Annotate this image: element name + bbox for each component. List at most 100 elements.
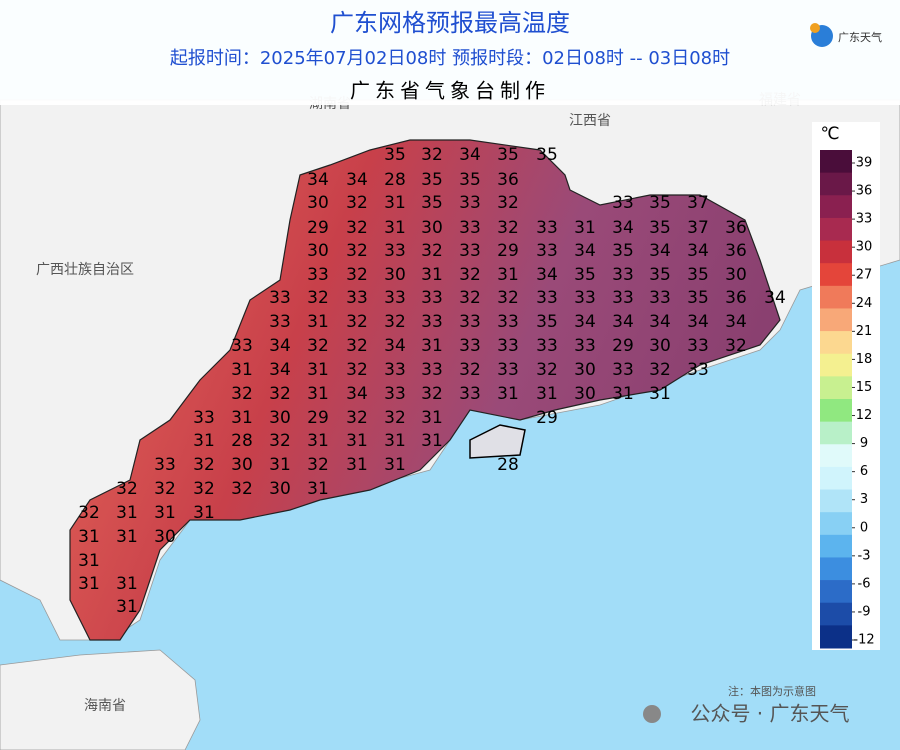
legend-tick-label: 18 <box>856 352 873 367</box>
temperature-label: 35 <box>649 265 671 285</box>
legend-swatch <box>820 150 852 174</box>
temperature-label: 33 <box>421 312 443 332</box>
temperature-label: 33 <box>574 288 596 308</box>
legend-tick-label: 21 <box>856 324 873 339</box>
legend-tick-label: 33 <box>856 212 873 227</box>
temperature-label: 32 <box>497 193 519 213</box>
temperature-label: 33 <box>459 336 481 356</box>
temperature-label: 37 <box>687 218 709 238</box>
temperature-label: 31 <box>497 265 519 285</box>
legend-tick-label: -3 <box>858 548 871 563</box>
temperature-label: 32 <box>193 455 215 475</box>
temperature-label: 32 <box>307 455 329 475</box>
bay <box>469 424 526 459</box>
title: 广东网格预报最高温度 <box>330 9 570 37</box>
legend-tick-label: -9 <box>858 604 871 619</box>
temperature-label: 32 <box>346 193 368 213</box>
temperature-label: 31 <box>231 360 253 380</box>
temperature-label: 32 <box>536 360 558 380</box>
temperature-label: 31 <box>649 384 671 404</box>
temperature-label: 34 <box>612 312 634 332</box>
temperature-label: 34 <box>269 360 291 380</box>
temperature-label: 36 <box>725 218 747 238</box>
temperature-label: 32 <box>421 241 443 261</box>
temperature-label: 30 <box>269 408 291 428</box>
temperature-label: 33 <box>687 336 709 356</box>
temperature-label: 35 <box>536 312 558 332</box>
temperature-label: 31 <box>346 455 368 475</box>
temperature-label: 35 <box>574 265 596 285</box>
temperature-label: 31 <box>78 527 100 547</box>
temperature-label: 31 <box>307 431 329 451</box>
temperature-label: 33 <box>536 336 558 356</box>
temperature-label: 35 <box>687 265 709 285</box>
temperature-label: 32 <box>78 503 100 523</box>
temperature-label: 32 <box>154 479 176 499</box>
temperature-label: 33 <box>649 288 671 308</box>
temperature-label: 31 <box>421 336 443 356</box>
temperature-label: 35 <box>421 193 443 213</box>
temperature-label: 33 <box>384 241 406 261</box>
temperature-label: 34 <box>687 241 709 261</box>
temperature-label: 31 <box>78 574 100 594</box>
temperature-label: 33 <box>269 312 291 332</box>
logo-sun <box>810 23 820 33</box>
temperature-label: 34 <box>687 312 709 332</box>
temperature-label: 34 <box>536 265 558 285</box>
temperature-label: 32 <box>725 336 747 356</box>
legend-tick-label: -6 <box>858 576 871 591</box>
temperature-label: 31 <box>231 408 253 428</box>
temperature-label: 32 <box>421 384 443 404</box>
watermark: 公众号 · 广东天气 <box>690 702 849 726</box>
temperature-label: 34 <box>574 312 596 332</box>
temperature-label: 31 <box>269 455 291 475</box>
temperature-label: 33 <box>384 384 406 404</box>
legend-swatch <box>820 263 852 287</box>
temperature-label: 33 <box>421 360 443 380</box>
temperature-label: 33 <box>536 218 558 238</box>
legend-swatch <box>820 602 852 626</box>
temperature-label: 29 <box>536 408 558 428</box>
temperature-label: 33 <box>459 241 481 261</box>
legend-swatch <box>820 285 852 309</box>
temperature-label: 33 <box>269 288 291 308</box>
temperature-label: 32 <box>421 145 443 165</box>
temperature-label: 34 <box>346 384 368 404</box>
temperature-label: 32 <box>459 288 481 308</box>
temperature-label: 33 <box>497 336 519 356</box>
legend-swatch <box>820 625 852 649</box>
temperature-label: 32 <box>193 479 215 499</box>
temperature-label: 35 <box>687 288 709 308</box>
temperature-label: 33 <box>459 218 481 238</box>
temperature-label: 32 <box>307 288 329 308</box>
temperature-label: 29 <box>307 218 329 238</box>
legend-tick-label: 12 <box>856 408 873 423</box>
temperature-label: 31 <box>536 384 558 404</box>
temperature-label: 31 <box>384 218 406 238</box>
temperature-label: 35 <box>649 218 671 238</box>
note: 注：本图为示意图 <box>728 684 816 698</box>
temperature-label: 31 <box>193 503 215 523</box>
legend-swatch <box>820 331 852 355</box>
subtitle: 起报时间：2025年07月02日08时 预报时段：02日08时 -- 03日08… <box>170 48 730 69</box>
legend-tick-label: 9 <box>860 436 868 451</box>
guangdong <box>69 139 781 641</box>
temperature-label: 32 <box>384 408 406 428</box>
temperature-label: 31 <box>384 455 406 475</box>
temperature-label: 31 <box>421 408 443 428</box>
temperature-label: 31 <box>384 193 406 213</box>
temperature-label: 35 <box>384 145 406 165</box>
hainan <box>0 649 201 750</box>
legend-tick-label: 39 <box>856 156 873 171</box>
temperature-label: 36 <box>725 288 747 308</box>
legend-swatch <box>820 353 852 377</box>
temperature-label: 31 <box>497 384 519 404</box>
temperature-label: 32 <box>346 312 368 332</box>
temperature-label: 32 <box>459 360 481 380</box>
legend-swatch <box>820 376 852 400</box>
legend-swatch <box>820 580 852 604</box>
temperature-label: 33 <box>154 455 176 475</box>
temperature-label: 35 <box>536 145 558 165</box>
region-label: 广西壮族自治区 <box>36 262 134 278</box>
legend-swatch <box>820 557 852 581</box>
